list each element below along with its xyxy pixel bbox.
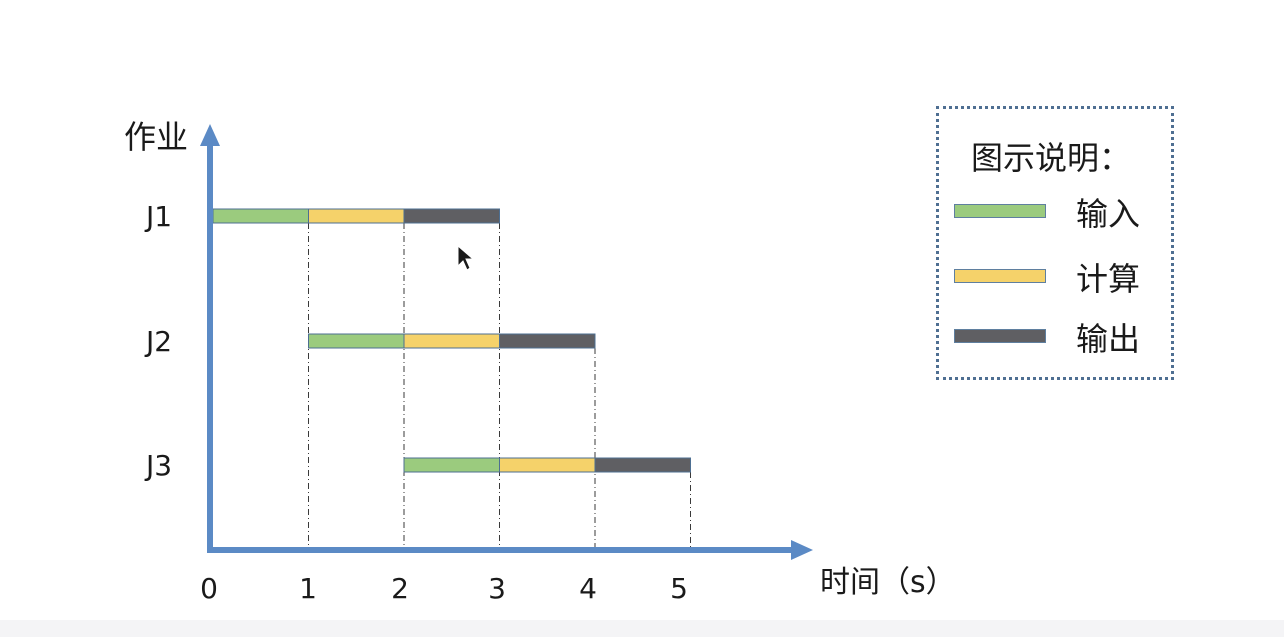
legend-swatch-input xyxy=(954,204,1046,218)
time-tick-0: 0 xyxy=(200,572,218,605)
y-axis-label: 作业 xyxy=(124,118,188,156)
time-tick-3: 3 xyxy=(488,572,506,605)
bar-j3-compute xyxy=(499,457,596,473)
time-tick-2: 2 xyxy=(391,572,409,605)
legend-item-input: 输入 xyxy=(954,189,1164,233)
bottom-strip xyxy=(0,620,1284,637)
y-axis-arrow-icon xyxy=(200,124,220,146)
legend-item-compute: 计算 xyxy=(954,254,1164,298)
bar-j1-compute xyxy=(308,208,405,224)
job-label-j1: J1 xyxy=(144,200,172,233)
legend: 图示说明： 输入 计算 输出 xyxy=(936,106,1174,380)
time-tick-1: 1 xyxy=(299,572,317,605)
bar-j1-output xyxy=(403,208,500,224)
job-label-j2: J2 xyxy=(144,325,172,358)
bar-j1-input xyxy=(212,208,309,224)
bar-j3-output xyxy=(594,457,691,473)
bar-j2-input xyxy=(308,333,405,349)
bar-j2-output xyxy=(499,333,596,349)
mouse-cursor-icon xyxy=(457,244,475,271)
legend-item-output: 输出 xyxy=(954,314,1164,358)
legend-title: 图示说明： xyxy=(971,139,1132,177)
bar-j3-input xyxy=(403,457,500,473)
legend-swatch-compute xyxy=(954,269,1046,283)
time-tick-labels: 0 1 2 3 4 5 xyxy=(200,572,688,605)
job-bars xyxy=(212,208,691,473)
axes xyxy=(200,124,813,560)
legend-label-output: 输出 xyxy=(1076,320,1141,358)
job-label-j3: J3 xyxy=(144,449,172,482)
time-tick-5: 5 xyxy=(670,572,688,605)
time-tick-4: 4 xyxy=(579,572,597,605)
legend-label-input: 输入 xyxy=(1076,195,1141,233)
bar-j2-compute xyxy=(403,333,500,349)
x-axis-arrow-icon xyxy=(791,540,813,560)
x-axis-label: 时间（s） xyxy=(820,565,956,600)
legend-label-compute: 计算 xyxy=(1076,260,1141,298)
legend-swatch-output xyxy=(954,329,1046,343)
time-guide-lines xyxy=(308,223,691,548)
job-labels: J1 J2 J3 xyxy=(144,200,172,482)
